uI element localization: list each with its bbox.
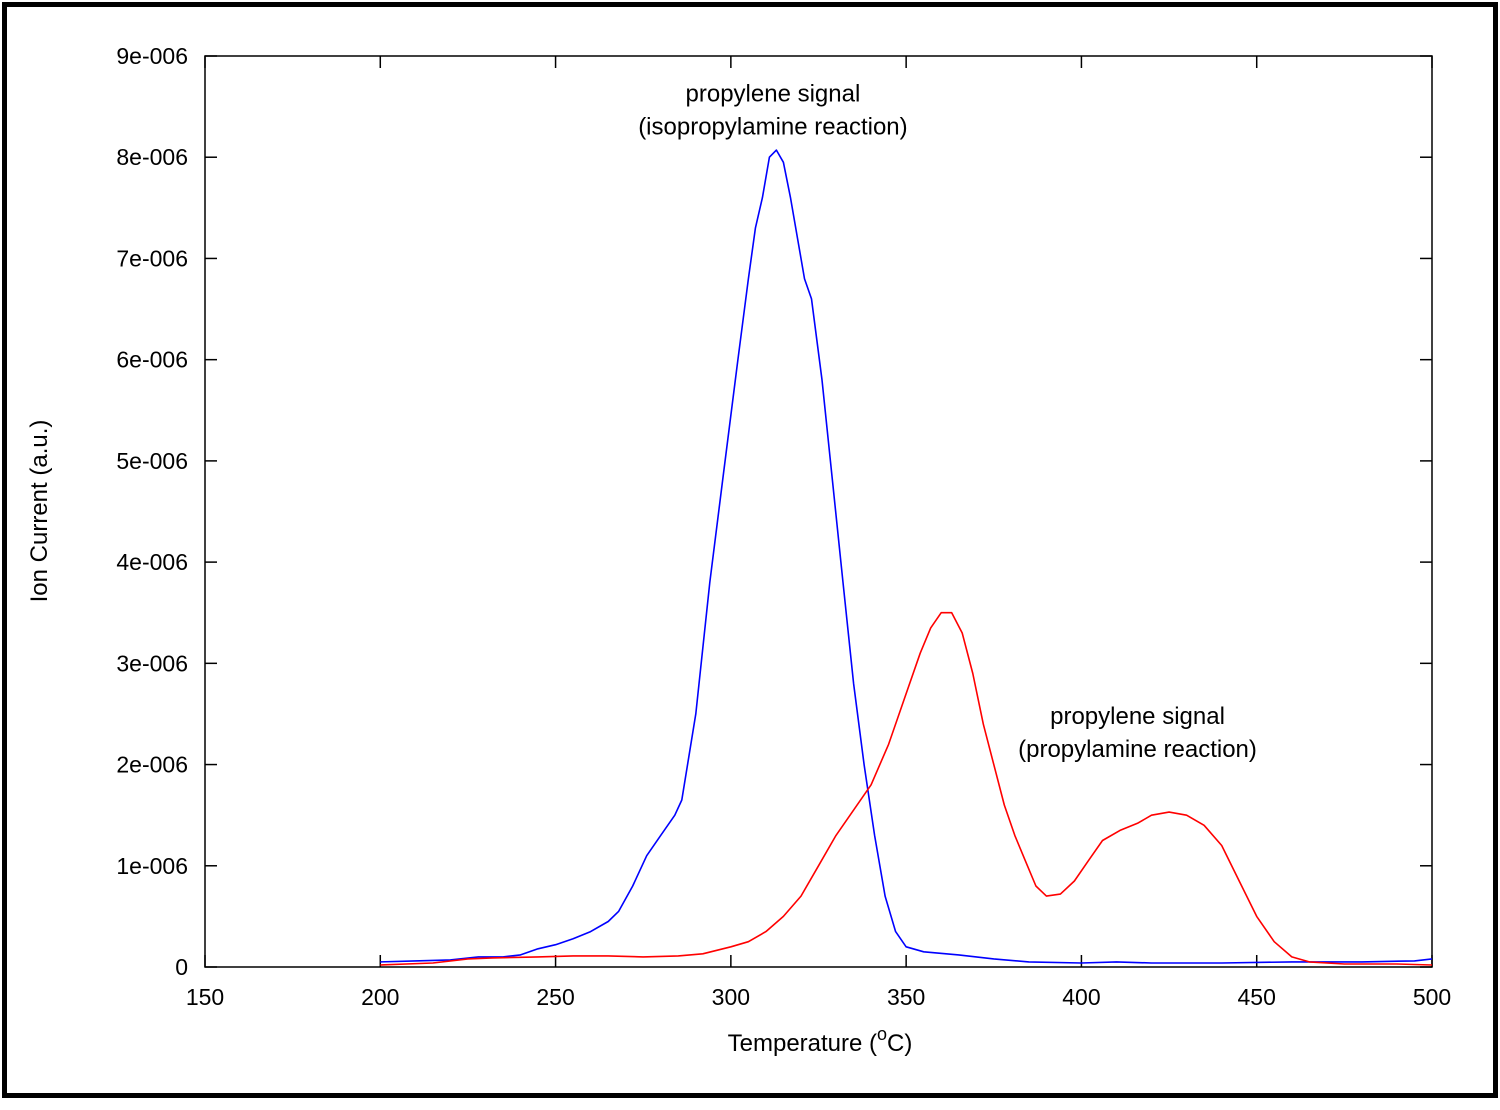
series-lines [380, 149, 1433, 966]
x-tick-label: 450 [1238, 984, 1276, 1010]
x-tick-label: 200 [361, 984, 399, 1010]
annotations: propylene signal (isopropylamine reaction… [638, 81, 1257, 764]
y-tick-label: 2e-006 [116, 752, 188, 778]
axis-ticks: 150 200 250 300 350 400 450 500 0 1e-006 2e-006 3e-… [116, 43, 1451, 1010]
x-tick-label: 250 [536, 984, 574, 1010]
y-tick-label: 4e-006 [116, 549, 188, 575]
x-tick-label: 400 [1062, 984, 1100, 1010]
y-tick-label: 0 [175, 954, 188, 980]
x-axis-title-suffix: C) [887, 1030, 912, 1057]
y-tick-label: 6e-006 [116, 347, 188, 373]
y-axis-title: Ion Current (a.u.) [26, 420, 53, 603]
y-tick-label: 8e-006 [116, 144, 188, 170]
x-axis-title: Temperature (oC) [728, 1024, 913, 1057]
x-tick-label: 500 [1413, 984, 1451, 1010]
annotation-line: (isopropylamine reaction) [638, 114, 907, 141]
y-tick-label: 1e-006 [116, 853, 188, 879]
x-tick-label: 150 [186, 984, 224, 1010]
y-tick-label: 3e-006 [116, 650, 188, 676]
series-line-2 [380, 611, 1433, 966]
annotation-line: (propylamine reaction) [1018, 736, 1257, 763]
series-line-1 [380, 149, 1433, 964]
y-tick-label: 9e-006 [116, 43, 188, 69]
y-tick-label: 7e-006 [116, 245, 188, 271]
x-tick-label: 300 [712, 984, 750, 1010]
plot-area [204, 55, 1433, 968]
annotation-2: propylene signal (propylamine reaction) [1018, 703, 1257, 763]
annotation-line: propylene signal [1050, 703, 1225, 730]
y-tick-label: 5e-006 [116, 448, 188, 474]
x-axis-title-superscript: o [877, 1024, 887, 1044]
x-axis-title-main: Temperature ( [728, 1030, 877, 1057]
annotation-1: propylene signal (isopropylamine reaction… [638, 81, 907, 141]
annotation-line: propylene signal [686, 81, 861, 108]
x-tick-label: 350 [887, 984, 925, 1010]
